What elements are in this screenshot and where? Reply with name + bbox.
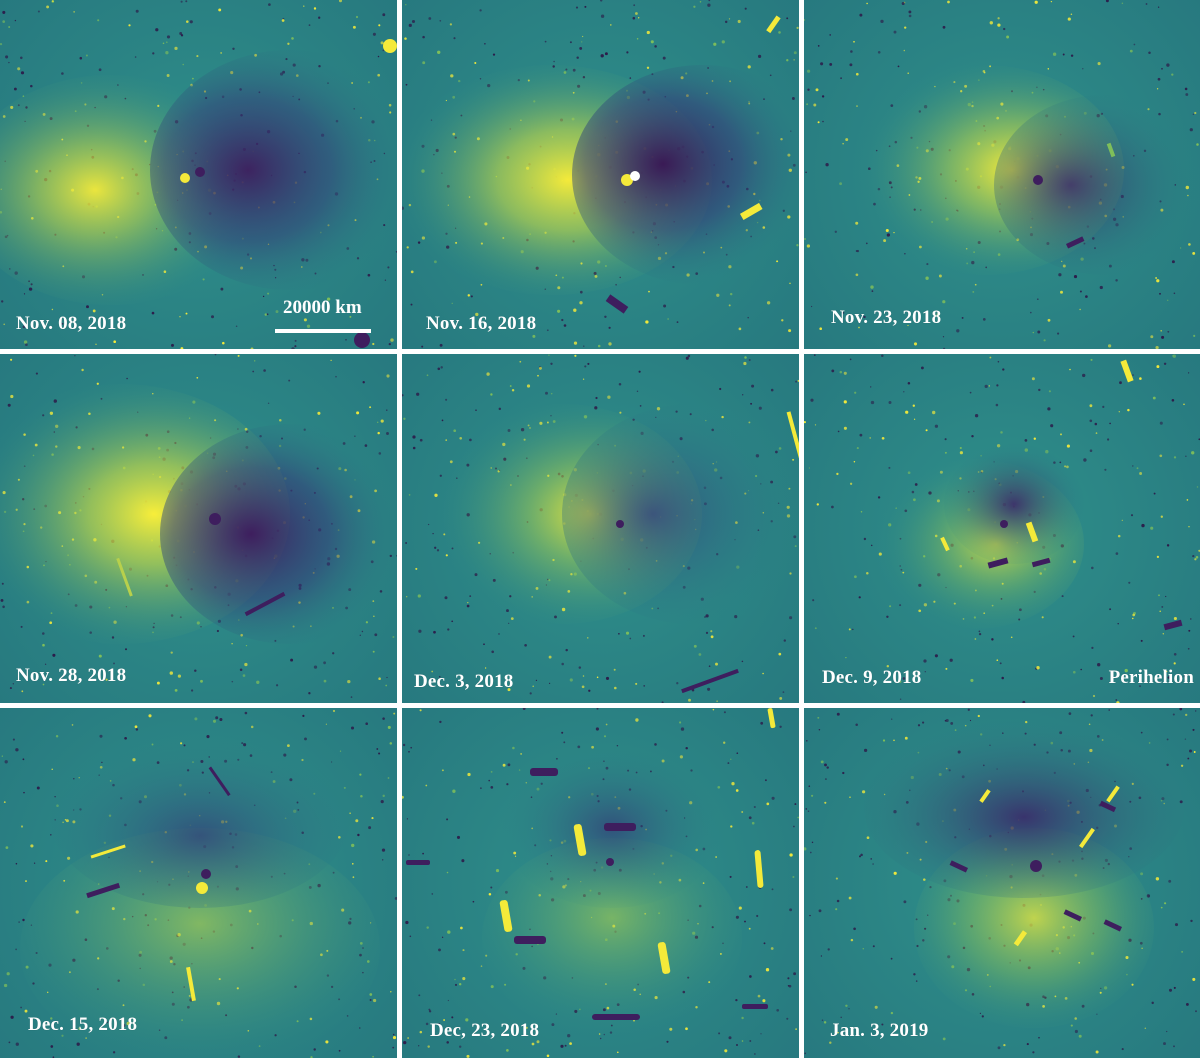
date-label: Nov. 28, 2018 <box>16 665 127 686</box>
panel-dec-3: Dec. 3, 2018 <box>402 354 799 703</box>
panel-dec-15: Dec. 15, 2018 <box>0 708 397 1058</box>
perihelion-label: Perihelion <box>1108 667 1194 688</box>
panel-jan-3: Jan. 3, 2019 <box>804 708 1200 1058</box>
date-label: Dec, 23, 2018 <box>430 1020 540 1041</box>
coma-image <box>804 708 1197 1055</box>
date-label: Nov. 23, 2018 <box>831 307 942 328</box>
date-label: Nov. 16, 2018 <box>426 313 537 334</box>
coma-image <box>804 354 1200 703</box>
coma-image <box>402 354 799 703</box>
date-label: Nov. 08, 2018 <box>16 313 127 334</box>
panel-nov-16: Nov. 16, 2018 <box>402 0 799 349</box>
panel-nov-08: Nov. 08, 2018 20000 km <box>0 0 397 349</box>
panel-dec-9: Dec. 9, 2018 Perihelion <box>804 354 1200 703</box>
coma-image <box>402 0 799 348</box>
coma-image <box>1 709 397 1058</box>
scale-bar <box>275 329 371 333</box>
date-label: Dec. 3, 2018 <box>414 671 514 692</box>
date-label: Jan. 3, 2019 <box>830 1020 929 1041</box>
coma-image <box>0 354 397 698</box>
panel-dec-23: Dec, 23, 2018 <box>402 708 799 1058</box>
panel-nov-23: Nov. 23, 2018 <box>804 0 1200 349</box>
coma-image <box>0 0 397 349</box>
scale-bar-label: 20000 km <box>283 297 362 318</box>
panel-nov-28: Nov. 28, 2018 <box>0 354 397 703</box>
coma-image <box>402 708 799 1058</box>
coma-image <box>804 0 1200 349</box>
date-label: Dec. 9, 2018 <box>822 667 922 688</box>
date-label: Dec. 15, 2018 <box>28 1014 138 1035</box>
